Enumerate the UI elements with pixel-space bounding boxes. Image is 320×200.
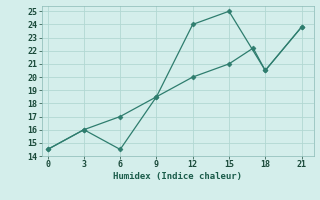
X-axis label: Humidex (Indice chaleur): Humidex (Indice chaleur) bbox=[113, 172, 242, 181]
